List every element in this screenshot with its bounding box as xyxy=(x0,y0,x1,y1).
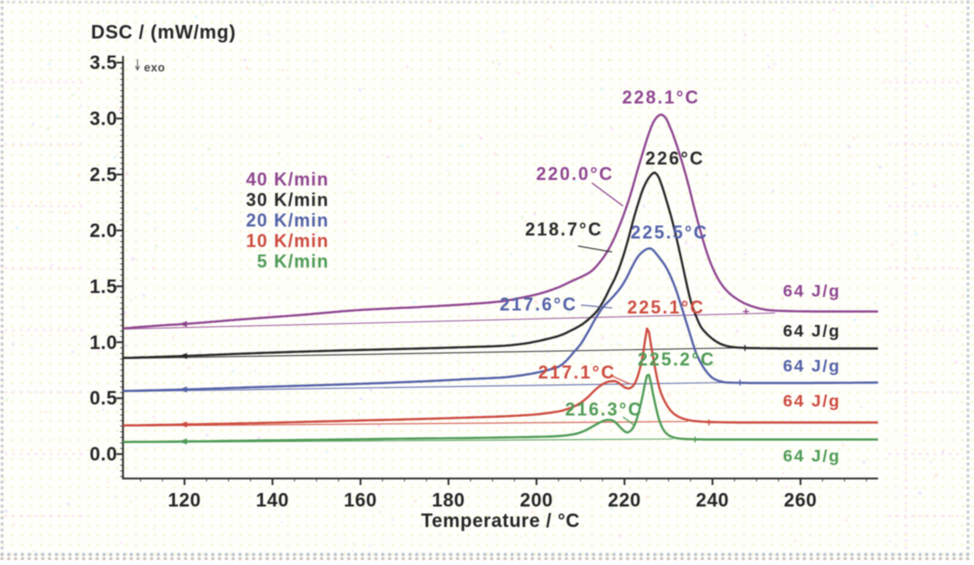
svg-text:20 K/min: 20 K/min xyxy=(246,211,329,231)
svg-text:1.5: 1.5 xyxy=(90,277,118,298)
svg-text:64 J/g: 64 J/g xyxy=(783,322,841,341)
svg-text:160: 160 xyxy=(344,491,377,512)
svg-text:217.6°C: 217.6°C xyxy=(500,295,578,315)
svg-text:exo: exo xyxy=(144,63,165,75)
svg-text:64 J/g: 64 J/g xyxy=(783,282,841,301)
svg-text:226°C: 226°C xyxy=(645,149,704,169)
svg-text:5 K/min: 5 K/min xyxy=(257,252,329,272)
svg-text:Temperature / °C: Temperature / °C xyxy=(421,511,580,532)
svg-text:140: 140 xyxy=(256,491,289,512)
svg-text:225.5°C: 225.5°C xyxy=(631,223,709,243)
svg-text:64 J/g: 64 J/g xyxy=(783,357,841,376)
svg-text:DSC / (mW/mg): DSC / (mW/mg) xyxy=(91,23,236,44)
svg-text:200: 200 xyxy=(520,491,553,512)
svg-text:0.0: 0.0 xyxy=(90,445,118,466)
svg-text:225.2°C: 225.2°C xyxy=(638,350,716,370)
svg-text:220.0°C: 220.0°C xyxy=(536,164,614,184)
svg-text:240: 240 xyxy=(696,491,729,512)
svg-text:216.3°C: 216.3°C xyxy=(565,400,643,420)
svg-text:220: 220 xyxy=(608,491,641,512)
svg-text:64 J/g: 64 J/g xyxy=(783,447,841,466)
svg-text:225.1°C: 225.1°C xyxy=(627,298,705,318)
svg-text:3.0: 3.0 xyxy=(90,109,118,130)
svg-text:3.5: 3.5 xyxy=(90,53,118,74)
svg-text:0.5: 0.5 xyxy=(90,389,118,410)
svg-text:217.1°C: 217.1°C xyxy=(538,363,616,383)
svg-text:10 K/min: 10 K/min xyxy=(246,231,329,251)
svg-text:2.0: 2.0 xyxy=(90,221,118,242)
svg-text:1.0: 1.0 xyxy=(90,333,118,354)
svg-text:180: 180 xyxy=(432,491,465,512)
svg-text:40 K/min: 40 K/min xyxy=(246,170,329,190)
svg-text:260: 260 xyxy=(784,491,817,512)
svg-text:64 J/g: 64 J/g xyxy=(783,392,841,411)
svg-text:2.5: 2.5 xyxy=(90,165,118,186)
svg-text:30 K/min: 30 K/min xyxy=(246,190,329,210)
svg-text:228.1°C: 228.1°C xyxy=(622,88,700,108)
svg-text:120: 120 xyxy=(168,491,201,512)
svg-text:218.7°C: 218.7°C xyxy=(525,220,603,240)
